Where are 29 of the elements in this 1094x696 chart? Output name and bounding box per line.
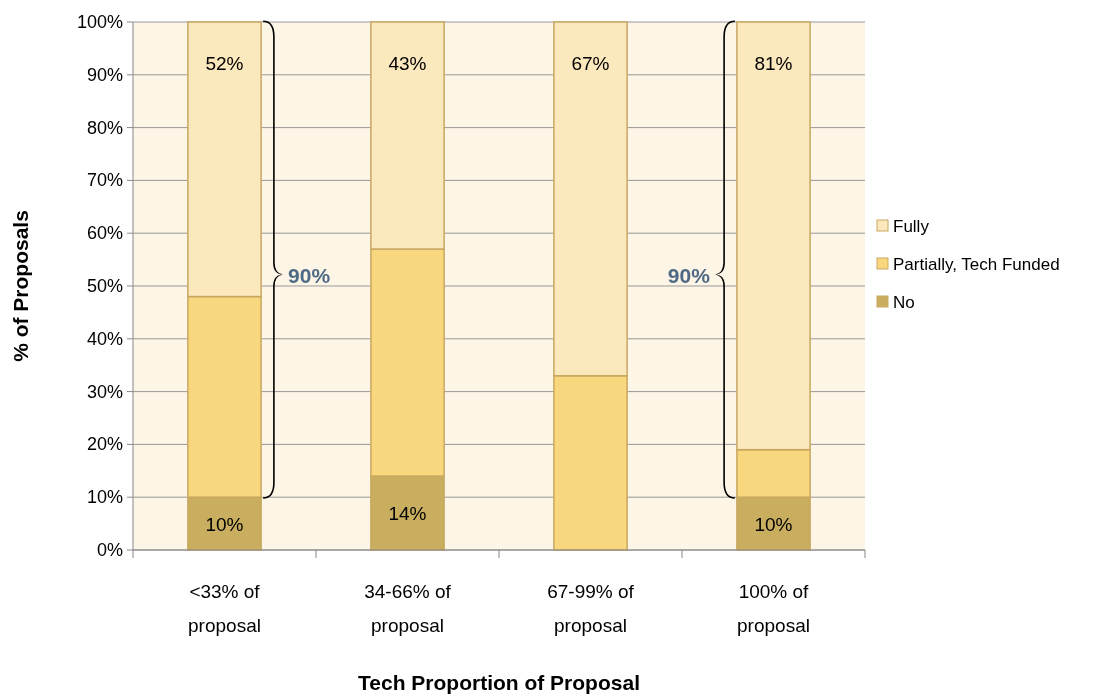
x-axis-title: Tech Proportion of Proposal <box>358 671 640 694</box>
legend-label: Partially, Tech Funded <box>893 255 1060 274</box>
x-tick-label: 34-66% of proposal <box>364 581 452 636</box>
y-tick-label: 50% <box>86 276 123 296</box>
y-tick-label: 90% <box>86 64 123 85</box>
x-tick-label: 100% of proposal <box>737 581 810 636</box>
legend-label: No <box>893 293 915 312</box>
data-label: 43% <box>388 53 427 74</box>
data-label: 10% <box>754 513 793 535</box>
data-label: 81% <box>754 53 793 74</box>
y-tick-label: 100% <box>76 12 123 32</box>
y-tick-label: 80% <box>86 117 123 138</box>
y-tick-label: 0% <box>96 540 123 560</box>
y-axis-title: % of Proposals <box>9 210 32 362</box>
x-tick-label: 67-99% of proposal <box>547 581 635 636</box>
y-tick-label: 20% <box>86 434 123 455</box>
data-label: 52% <box>205 53 244 74</box>
data-label: 14% <box>388 503 427 525</box>
y-tick-label: 60% <box>86 223 123 244</box>
y-tick-label: 70% <box>86 170 123 191</box>
annotation: 90% <box>288 263 331 287</box>
data-label: 10% <box>205 513 244 535</box>
y-tick-label: 30% <box>86 381 123 402</box>
data-label: 67% <box>571 53 610 74</box>
x-tick-label: <33% of proposal <box>188 581 261 636</box>
annotation: 90% <box>667 263 711 287</box>
y-tick-label: 10% <box>86 487 123 508</box>
y-tick-label: 40% <box>86 328 123 349</box>
legend-label: Fully <box>893 217 930 236</box>
